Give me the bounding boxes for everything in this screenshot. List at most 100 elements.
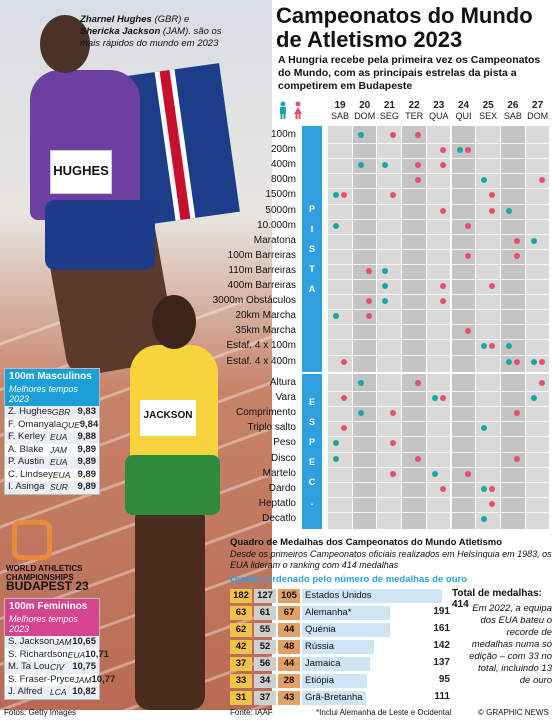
pista-event-label: 400m Barreiras (227, 280, 296, 291)
day-number: 20 (359, 100, 371, 111)
country-bar: Grã-Bretanha (302, 691, 366, 705)
athlete-time: 9,89 (77, 468, 97, 480)
medal-table-note: Quadro ordenado pelo número de medalhas … (230, 574, 468, 585)
pista-event-label: 110m Barreiras (228, 264, 296, 276)
female-event-dot (390, 470, 397, 477)
caption-rest: são os mais rápidos do mundo em 2023 (80, 26, 222, 49)
day-weekday: SAB (330, 111, 349, 121)
pista-event-label: 1500m (265, 189, 296, 201)
athlete-time: 9,89 (77, 456, 97, 467)
footer-source: Fonte: IAAF (230, 708, 273, 717)
athlete-name: Z. Hughes (8, 406, 52, 417)
gold-count: 182 (230, 589, 252, 603)
pista-row-divider (325, 218, 551, 220)
female-event-dot (464, 147, 471, 154)
female-event-dot (415, 132, 422, 138)
espec-event-label: Decatlo (262, 512, 296, 524)
pista-event-label: 400m (270, 159, 296, 171)
espec-row-divider (325, 466, 551, 468)
page-subtitle: A Hungria recebe pela primeira vez os Ca… (278, 54, 541, 92)
country-total: 95 (438, 674, 450, 685)
male-icon (280, 101, 286, 119)
female-event-dot (439, 485, 446, 492)
logo-mark (12, 520, 52, 560)
bronze-count: 105 (278, 589, 300, 603)
athlete-name: I. Asinga (8, 481, 45, 492)
day-number: 21 (383, 100, 395, 111)
athlete-time: 10,82 (72, 686, 96, 697)
male-event-dot (530, 395, 537, 402)
athlete-name: P. Austin (8, 456, 45, 467)
male-event-dot (357, 410, 364, 417)
athlete-country: EUA (50, 432, 68, 442)
male-event-dot (530, 358, 537, 365)
day-weekday: SEX (479, 111, 498, 121)
athlete-time: 9,84 (79, 418, 99, 430)
female-event-dot (390, 440, 397, 447)
athletes-photo: HUGHES JACKSON (0, 0, 272, 710)
espec-row-divider (325, 421, 551, 423)
female-event-dot (538, 177, 545, 184)
male-event-dot (382, 267, 389, 274)
male-event-dot (530, 237, 537, 244)
athlete-time: 10,65 (72, 636, 96, 647)
pista-row-divider (325, 354, 551, 356)
athlete-name: C. Lindsey (8, 468, 53, 480)
athlete2-head (152, 295, 196, 349)
silver-count: 61 (254, 606, 276, 620)
day-number: 23 (433, 100, 445, 111)
male-event-dot (357, 132, 364, 138)
male-event-dot (431, 470, 438, 477)
pista-row-divider (325, 173, 551, 175)
athlete-country: QUE (61, 419, 80, 430)
day-header: 24 QUI (452, 101, 476, 122)
gold-count: 33 (230, 674, 252, 688)
medal-side-note: Em 2022, a equipa dos EUA bateu o record… (469, 603, 552, 686)
athlete-country: JAM (74, 674, 92, 685)
country-bar: Quénia (302, 623, 390, 637)
athlete-time: 9,83 (77, 406, 97, 417)
medal-row: 182 127 105 Estados Unidos (230, 588, 442, 604)
athlete-time: 9,89 (77, 481, 97, 492)
caption-name1: Zharnel Hughes (80, 14, 152, 25)
day-header: 20 DOM (353, 100, 377, 122)
male-event-dot (333, 192, 339, 199)
female-event-dot (439, 298, 446, 305)
male-event-dot (456, 147, 463, 154)
athlete-name: F. Omanyala (8, 418, 62, 430)
male-event-dot (505, 358, 512, 365)
espec-row-divider (325, 451, 551, 453)
women-row: S. Fraser-Pryce JAM 10,77 (5, 674, 115, 687)
gold-count: 37 (230, 657, 252, 671)
pista-event-label: 5000m (265, 204, 296, 216)
female-event-dot (489, 500, 496, 507)
espec-event-label: Triplo salto (247, 422, 296, 434)
female-event-dot (365, 298, 372, 305)
men-row: P. Austin EUA 9,89 (5, 456, 99, 469)
athlete1-shorts (45, 200, 155, 270)
female-event-dot (415, 380, 422, 386)
male-event-dot (357, 162, 364, 169)
country-total: 111 (434, 691, 450, 702)
caption-country1: (GBR) (154, 14, 182, 25)
male-event-dot (481, 177, 488, 184)
espec-event-label: Martelo (262, 467, 296, 479)
footer-credit: © GRAPHIC NEWS (478, 708, 549, 717)
day-header: 26 SAB (501, 100, 525, 122)
medal-row: 31 37 43 Grã-Bretanha (230, 690, 366, 706)
country-total: 137 (433, 657, 450, 668)
athlete-country: EUA (67, 649, 86, 660)
logo-text: WORLD ATHLETICS CHAMPIONSHIPS BUDAPEST 2… (6, 564, 89, 592)
day-number: 26 (507, 100, 519, 111)
men-100m-table: 100m Masculinos Melhores tempos 2023 Z. … (4, 368, 100, 495)
female-event-dot (439, 147, 446, 154)
female-event-dot (439, 395, 446, 402)
athlete-name: S. Jackson (8, 636, 55, 647)
athlete-time: 9,88 (77, 431, 97, 442)
athlete-country: JAM (50, 444, 67, 455)
bronze-count: 28 (278, 674, 300, 688)
medal-row: 42 52 48 Rússia (230, 639, 375, 655)
day-weekday: QUI (455, 111, 472, 121)
male-event-dot (481, 343, 488, 350)
